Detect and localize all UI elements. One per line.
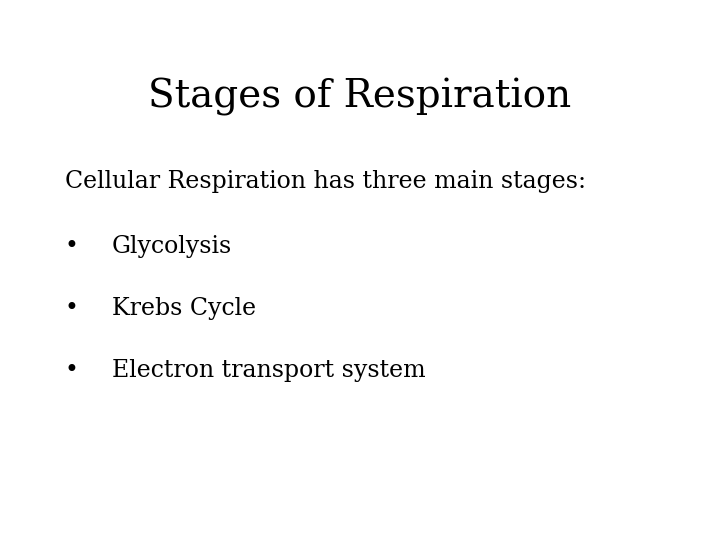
Text: Electron transport system: Electron transport system	[112, 359, 426, 382]
Text: Cellular Respiration has three main stages:: Cellular Respiration has three main stag…	[65, 170, 586, 193]
Text: •: •	[65, 235, 78, 258]
Text: Stages of Respiration: Stages of Respiration	[148, 78, 572, 116]
Text: Glycolysis: Glycolysis	[112, 235, 232, 258]
Text: Krebs Cycle: Krebs Cycle	[112, 297, 256, 320]
Text: •: •	[65, 297, 78, 320]
Text: •: •	[65, 359, 78, 382]
